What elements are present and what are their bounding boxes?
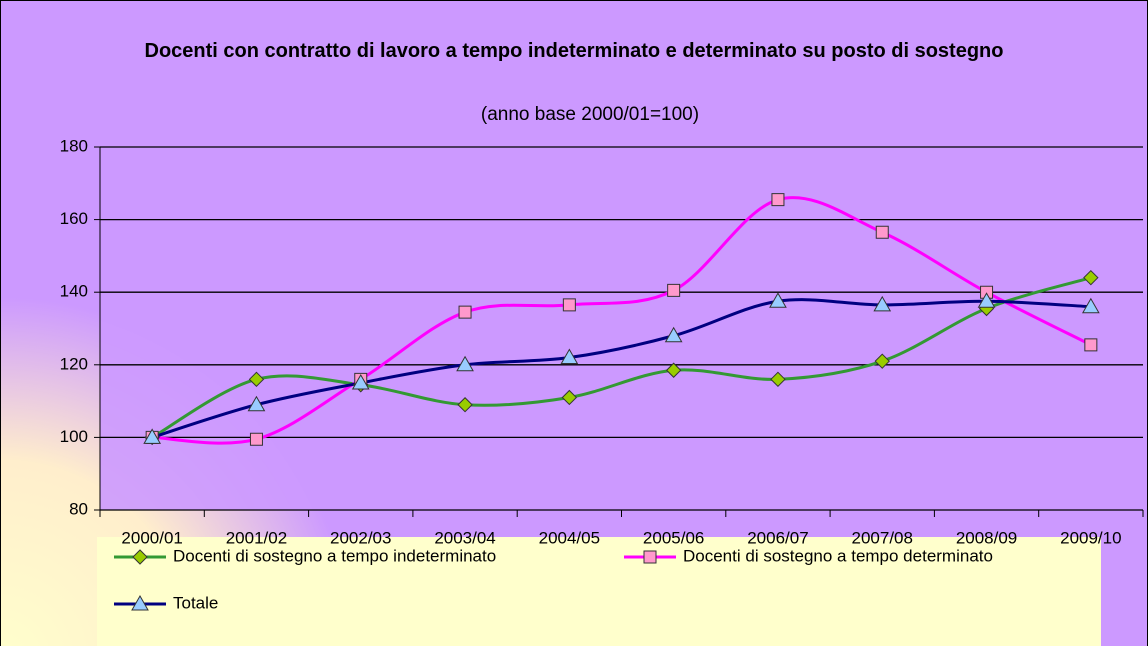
marker	[667, 283, 681, 297]
legend-box	[97, 537, 1101, 646]
marker	[247, 395, 266, 412]
marker	[562, 298, 576, 312]
marker	[248, 371, 265, 388]
chart-title: Docenti con contratto di lavoro a tempo …	[144, 40, 1004, 62]
marker	[875, 225, 889, 239]
x-tick-label: 2000/01	[121, 528, 182, 547]
series-line	[152, 196, 1092, 445]
y-tick-label: 180	[60, 136, 88, 155]
x-tick-label: 2008/09	[956, 528, 1017, 547]
marker	[1084, 338, 1098, 352]
marker	[980, 285, 994, 299]
x-tick-label: 2003/04	[434, 528, 495, 547]
y-tick-label: 100	[60, 427, 88, 446]
marker	[1081, 297, 1100, 314]
marker	[770, 371, 786, 388]
x-tick-label: 2001/02	[226, 528, 287, 547]
plot-area	[100, 147, 1143, 510]
marker	[458, 305, 472, 319]
legend-label: Totale	[173, 593, 218, 612]
legend-label: Docenti di sostegno a tempo determinato	[683, 546, 993, 565]
marker	[977, 292, 996, 308]
marker	[771, 193, 785, 207]
marker	[643, 550, 657, 564]
marker	[665, 362, 682, 378]
marker	[874, 353, 890, 369]
marker	[457, 397, 473, 413]
marker	[560, 348, 579, 365]
marker	[249, 432, 263, 446]
marker	[131, 594, 149, 611]
y-tick-label: 140	[60, 282, 88, 301]
y-tick-label: 80	[69, 499, 88, 518]
marker	[1083, 269, 1099, 286]
x-tick-label: 2004/05	[539, 528, 600, 547]
series-line	[151, 276, 1092, 439]
y-tick-label: 160	[60, 209, 88, 228]
marker	[769, 292, 787, 308]
series-line	[151, 298, 1091, 439]
marker	[561, 389, 578, 406]
legend-label: Docenti di sostegno a tempo indeterminat…	[173, 546, 496, 565]
x-tick-label: 2007/08	[852, 528, 913, 547]
marker	[351, 373, 370, 390]
marker	[873, 295, 892, 312]
x-tick-label: 2009/10	[1060, 528, 1121, 547]
x-tick-label: 2005/06	[643, 528, 704, 547]
chart-subtitle: (anno base 2000/01=100)	[480, 104, 700, 125]
x-tick-label: 2006/07	[747, 528, 808, 547]
marker	[456, 355, 474, 372]
marker	[132, 549, 148, 565]
marker	[143, 428, 162, 444]
x-tick-label: 2002/03	[330, 528, 391, 547]
marker	[664, 326, 683, 343]
y-tick-label: 120	[60, 354, 88, 373]
